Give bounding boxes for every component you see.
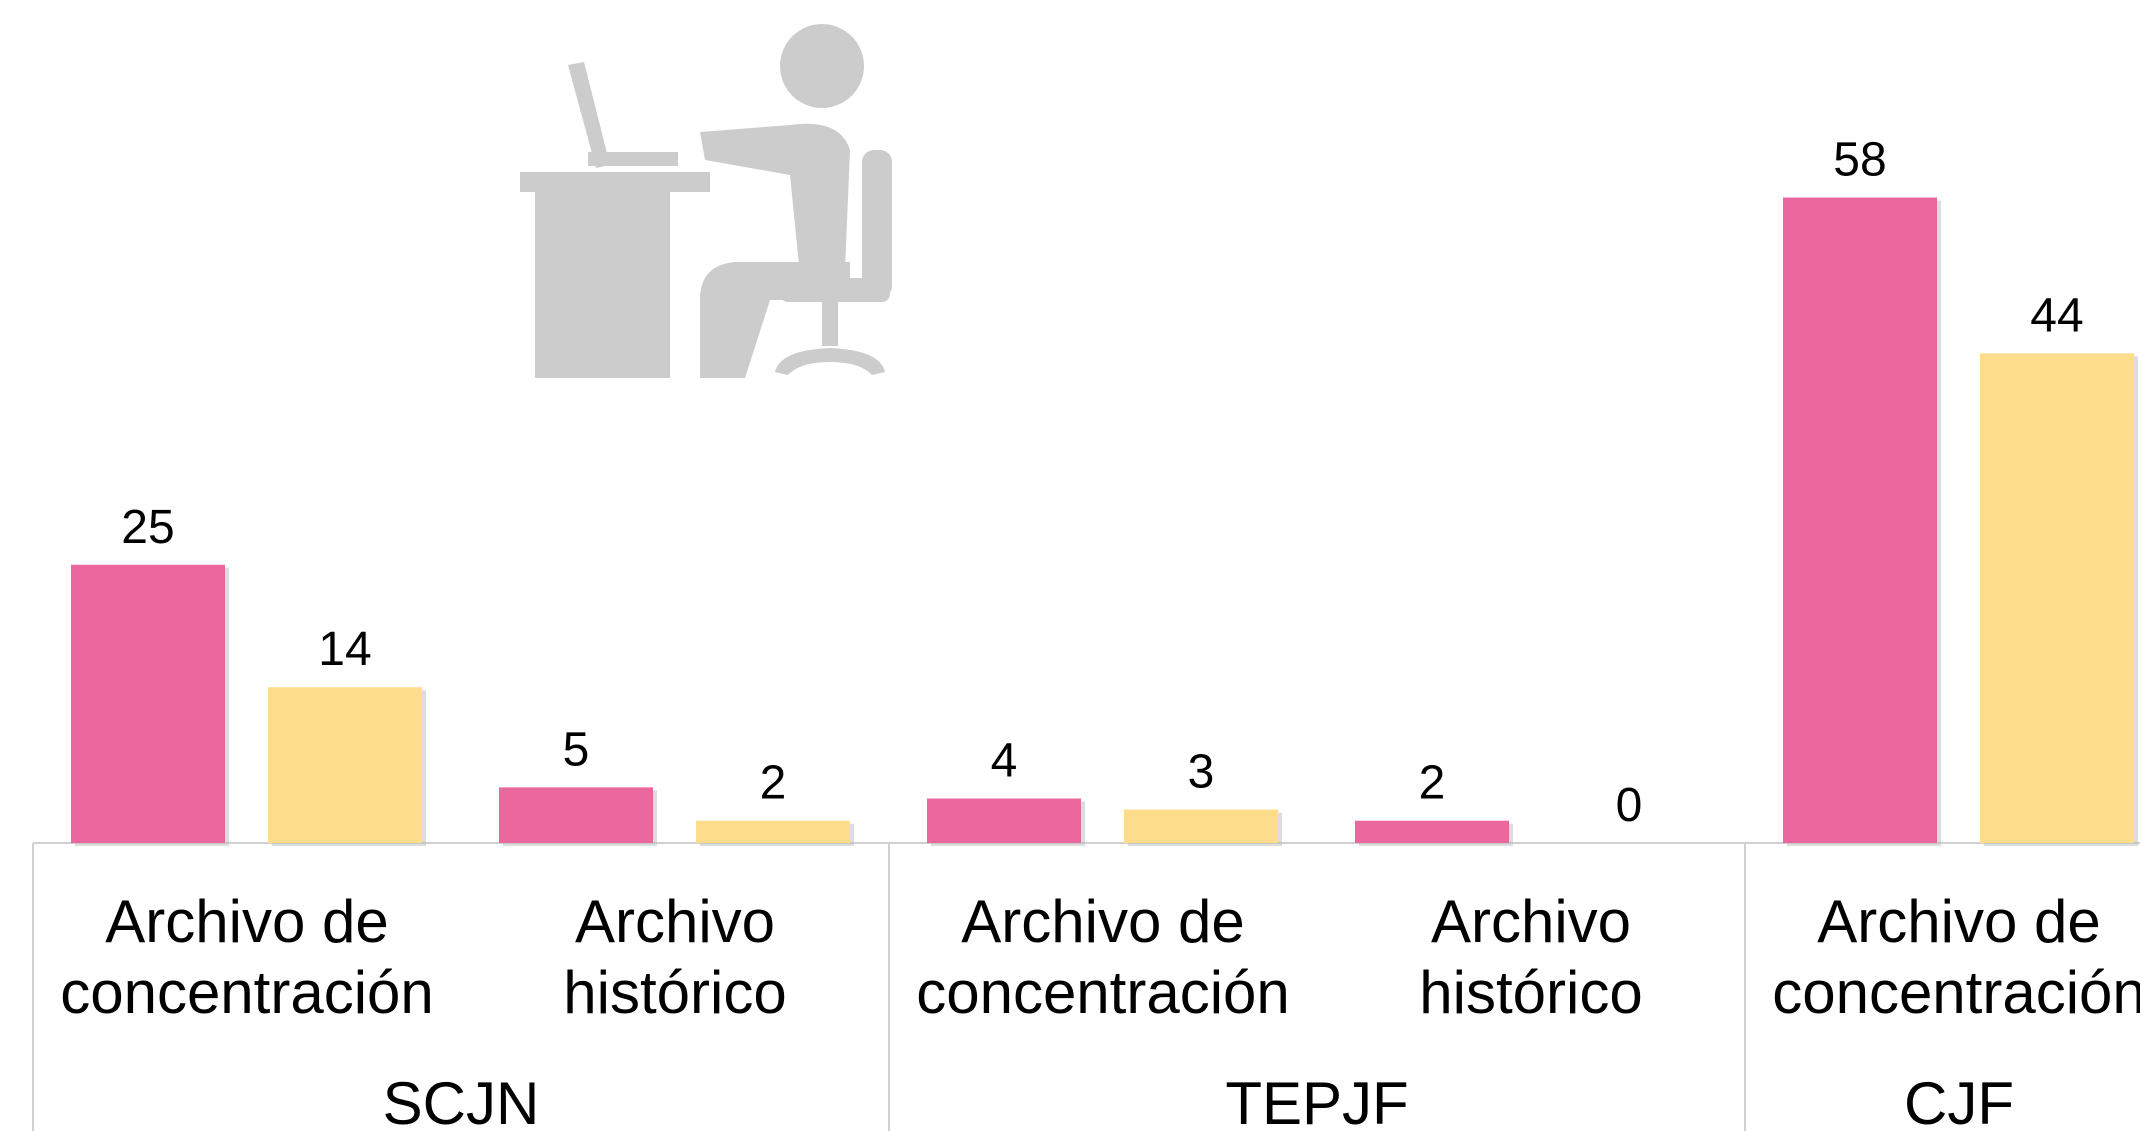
data-label: 3 [1188, 746, 1215, 799]
data-label: 14 [318, 623, 371, 676]
data-label: 58 [1833, 134, 1886, 187]
bar [71, 564, 225, 843]
bar [1783, 197, 1937, 844]
data-label: 4 [991, 734, 1018, 787]
data-label: 44 [2030, 289, 2083, 342]
group-label: CJF [1904, 1070, 2014, 1131]
bar [1124, 809, 1278, 843]
bar [499, 787, 653, 843]
group-label: SCJN [382, 1070, 540, 1131]
data-label: 0 [1616, 779, 1643, 832]
data-label: 2 [1419, 757, 1446, 810]
group-label: TEPJF [1225, 1070, 1409, 1131]
category-label: Archivo histórico [563, 888, 787, 1026]
category-label: Archivo de concentración [60, 888, 434, 1026]
bar [268, 687, 422, 843]
bar [1980, 353, 2134, 843]
data-label: 5 [563, 723, 590, 776]
category-label: Archivo de concentración [916, 888, 1290, 1026]
bar [927, 798, 1081, 843]
bar [696, 820, 850, 843]
worker-icon [520, 24, 892, 378]
data-label: 2 [760, 757, 787, 810]
category-label: Archivo de concentración [1772, 888, 2140, 1026]
category-label: Archivo histórico [1419, 888, 1643, 1026]
data-label: 25 [121, 501, 174, 554]
bar [1355, 820, 1509, 843]
